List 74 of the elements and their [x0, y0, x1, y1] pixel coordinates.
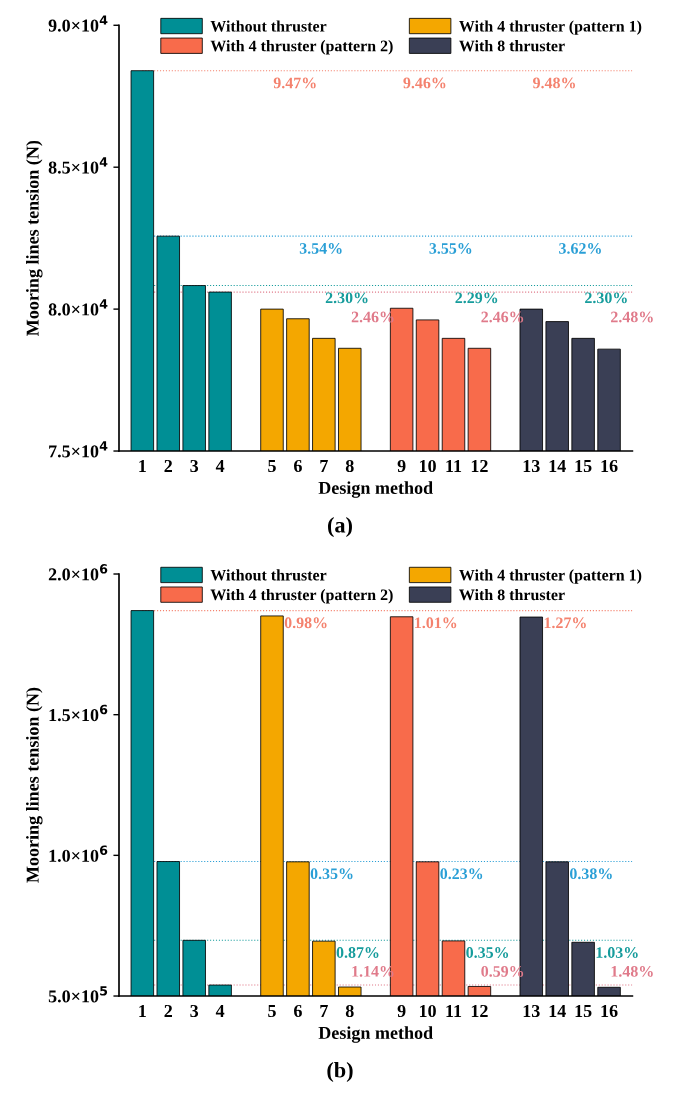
annotation: 0.38%: [570, 868, 612, 880]
text: (b): [327, 1061, 353, 1083]
legend-label: With 4 thruster (pattern 2): [210, 40, 393, 55]
x-tick-label: 9: [397, 1004, 406, 1018]
x-tick-label: 8: [345, 1004, 354, 1018]
y-tick-label: 8.0×10$^{4}$: [48, 299, 108, 316]
annotation: 0.23%: [440, 868, 483, 880]
annotation: 2.29%: [455, 292, 498, 304]
x-tick-label: 15: [575, 459, 592, 473]
annotation: 9.48%: [533, 77, 575, 89]
annotation: 2.48%: [611, 311, 653, 323]
x-tick-label: 16: [601, 1004, 618, 1018]
legend-label: With 4 thruster (pattern 1): [459, 20, 642, 35]
x-tick-label: 3: [190, 1004, 199, 1018]
annotation: 1.03%: [596, 947, 638, 958]
x-tick-label: 7: [320, 460, 328, 472]
x-tick-label: 11: [446, 459, 462, 472]
y-axis-title: Mooring lines tension (N): [26, 687, 43, 883]
x-tick-label: 12: [471, 459, 488, 472]
x-tick-label: 2: [164, 1004, 172, 1017]
x-tick-label: 1: [139, 459, 146, 472]
x-tick-label: 8: [345, 459, 354, 473]
annotation: 3.54%: [299, 243, 342, 254]
x-tick-label: 5: [268, 460, 276, 473]
x-axis-title: Design method: [318, 1026, 433, 1043]
legend-label: With 4 thruster (pattern 2): [210, 588, 393, 604]
x-tick-label: 6: [294, 1004, 302, 1018]
x-tick-label: 12: [471, 1004, 488, 1017]
annotation: 0.98%: [284, 617, 327, 629]
x-axis-title: Design method: [318, 481, 433, 498]
annotation: 9.47%: [273, 77, 316, 89]
x-tick-label: 15: [575, 1004, 592, 1018]
annotation: 0.35%: [310, 868, 353, 880]
x-tick-label: 9: [397, 459, 406, 473]
text: (a): [328, 516, 352, 538]
y-tick-label: 1.0×10$^{6}$: [49, 845, 108, 862]
y-tick-label: 2.0×10$^{6}$: [48, 564, 108, 581]
y-tick-label: 1.5×10$^{6}$: [49, 704, 108, 722]
annotation: 1.48%: [611, 965, 653, 977]
annotation: 3.55%: [429, 243, 472, 254]
y-tick-label: 8.5×10$^{4}$: [48, 157, 108, 174]
x-tick-label: 5: [268, 1005, 276, 1018]
x-tick-label: 3: [190, 459, 199, 473]
legend-label: Without thruster: [210, 20, 327, 32]
legend-label: Without thruster: [210, 569, 327, 581]
annotation: 2.30%: [325, 292, 368, 304]
annotation: 2.30%: [585, 292, 627, 304]
x-tick-label: 13: [523, 459, 540, 473]
x-tick-label: 11: [446, 1004, 462, 1017]
x-tick-label: 10: [419, 1004, 436, 1018]
legend-label: With 8 thruster: [459, 588, 565, 601]
legend-label: With 4 thruster (pattern 1): [459, 569, 642, 584]
y-tick-label: 5.0×10$^{5}$: [48, 986, 108, 1003]
x-tick-label: 14: [549, 1004, 566, 1017]
x-tick-label: 7: [320, 1005, 328, 1017]
x-tick-label: 6: [294, 459, 302, 473]
annotation: 1.01%: [415, 617, 457, 629]
annotation: 0.35%: [466, 947, 509, 958]
legend-label: With 8 thruster: [459, 40, 565, 52]
x-tick-label: 14: [549, 459, 566, 472]
x-tick-label: 4: [215, 1005, 225, 1017]
annotation: 3.62%: [559, 243, 601, 254]
annotation: 0.87%: [336, 947, 379, 958]
x-tick-label: 2: [164, 459, 172, 472]
y-axis-title: Mooring lines tension (N): [26, 140, 43, 336]
annotation: 1.27%: [544, 617, 586, 629]
y-tick-label: 7.5×10$^{4}$: [49, 441, 108, 458]
x-tick-label: 4: [215, 460, 225, 472]
y-tick-label: 9.0×10$^{4}$: [48, 15, 108, 32]
x-tick-label: 1: [139, 1004, 146, 1017]
x-tick-label: 16: [601, 459, 618, 473]
annotation: 9.46%: [403, 77, 446, 89]
x-tick-label: 13: [523, 1004, 540, 1018]
x-tick-label: 10: [419, 459, 436, 473]
